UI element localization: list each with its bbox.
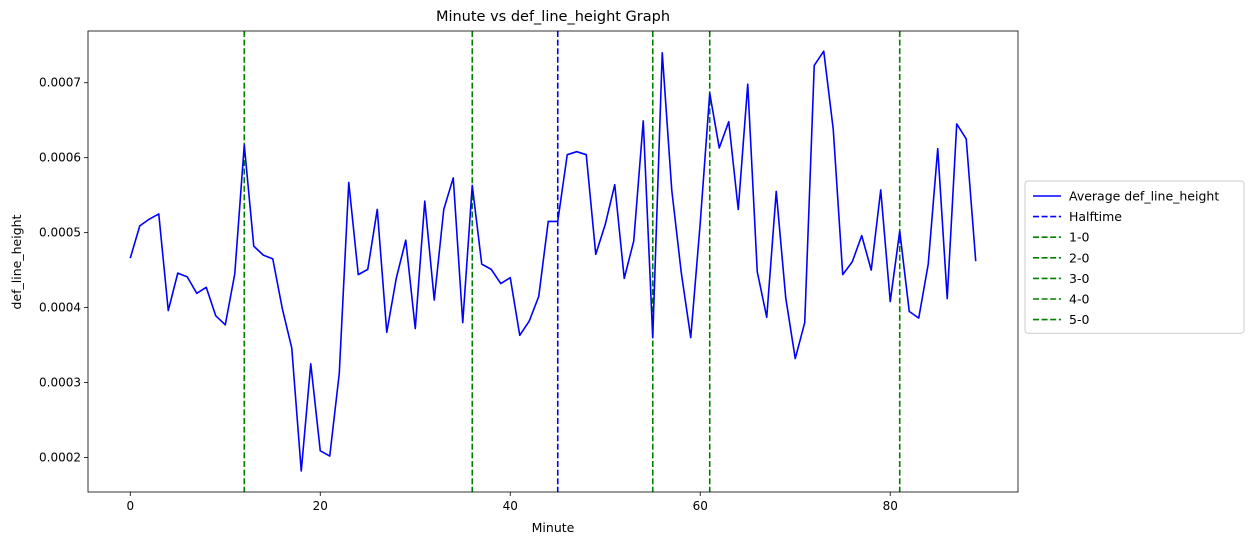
x-axis-label: Minute <box>532 520 575 535</box>
legend-label: 3-0 <box>1069 271 1089 286</box>
legend-label: Halftime <box>1069 209 1122 224</box>
x-tick-label: 20 <box>313 499 328 513</box>
legend-label: 1-0 <box>1069 230 1089 245</box>
y-tick-label: 0.0002 <box>39 451 81 465</box>
legend-box <box>1024 180 1245 334</box>
x-axis: 0 20 40 60 80 <box>126 492 898 513</box>
x-tick-label: 40 <box>503 499 518 513</box>
x-tick-label: 60 <box>693 499 708 513</box>
legend: Average def_line_height Halftime 1-0 2-0 3-0… <box>1024 180 1245 334</box>
y-axis: 0.0002 0.0003 0.0004 0.0005 0.0006 0.0007 <box>39 76 88 465</box>
legend-label: Average def_line_height <box>1069 189 1219 204</box>
y-axis-label: def_line_height <box>9 214 24 309</box>
legend-label: 4-0 <box>1069 292 1089 307</box>
legend-label: 2-0 <box>1069 250 1089 265</box>
y-tick-label: 0.0007 <box>39 76 81 90</box>
y-tick-label: 0.0003 <box>39 376 81 390</box>
plot-area <box>129 31 977 492</box>
y-tick-label: 0.0005 <box>39 226 81 240</box>
series-line <box>129 50 977 472</box>
x-tick-label: 80 <box>883 499 898 513</box>
chart-title: Minute vs def_line_height Graph <box>436 9 670 25</box>
y-tick-label: 0.0006 <box>39 151 81 165</box>
plot-frame <box>87 30 1019 493</box>
legend-label: 5-0 <box>1069 312 1089 327</box>
y-tick-label: 0.0004 <box>39 301 81 315</box>
x-tick-label: 0 <box>126 499 134 513</box>
